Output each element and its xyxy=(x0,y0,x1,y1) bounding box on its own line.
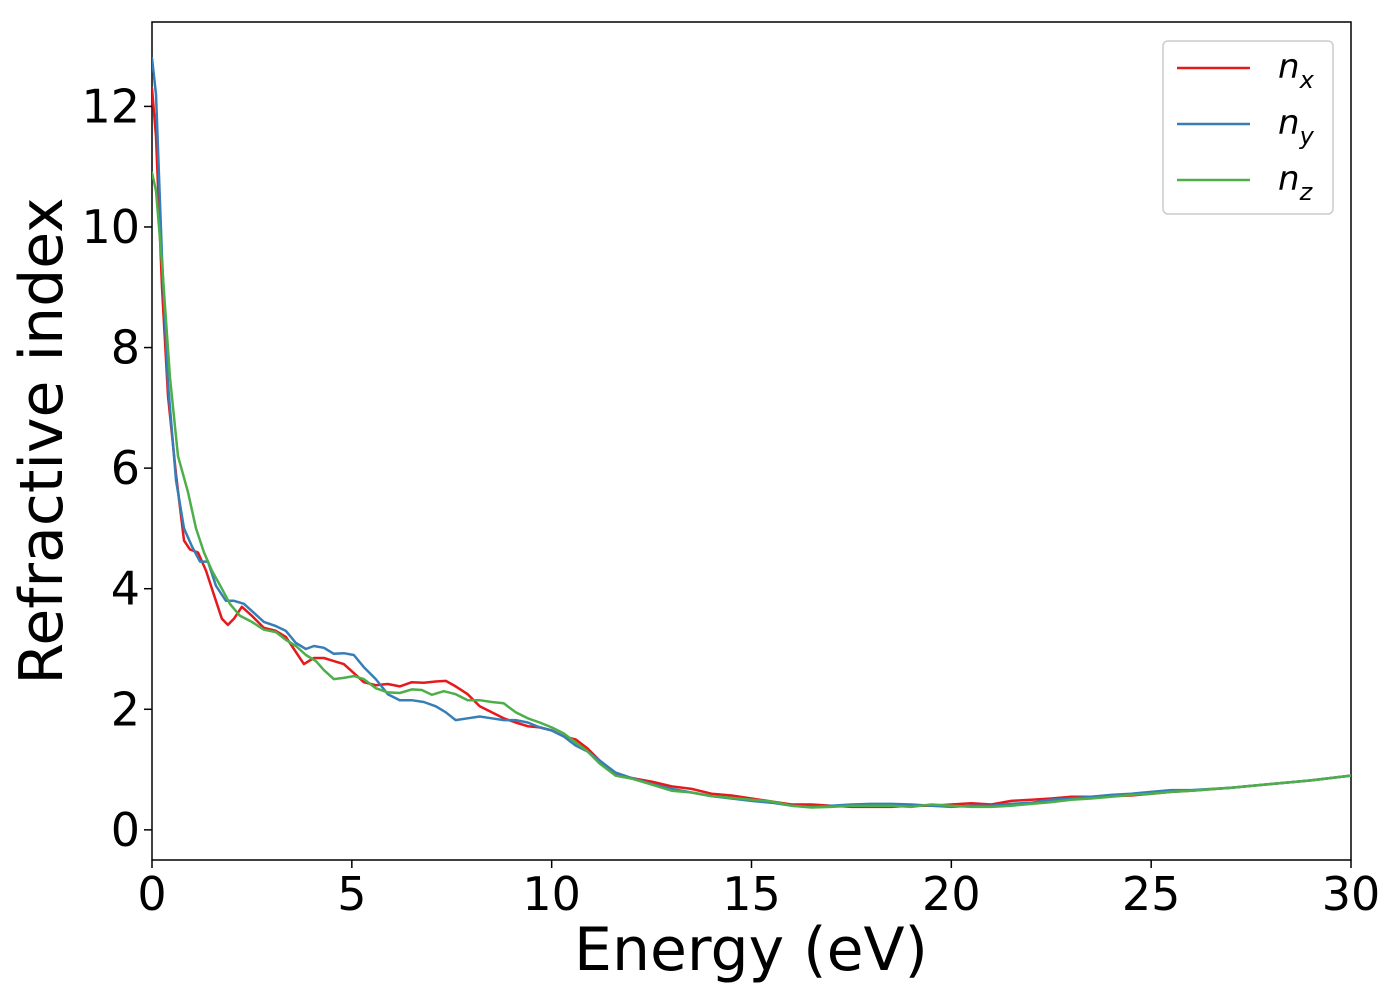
x-axis-ticks: 0 5 10 15 20 25 30 xyxy=(137,860,1380,921)
x-tick-label: 20 xyxy=(922,867,981,921)
legend-label-subscript: y xyxy=(1299,122,1315,150)
y-tick-label: 10 xyxy=(81,200,140,254)
y-tick-label: 2 xyxy=(111,682,140,736)
y-tick-label: 0 xyxy=(111,803,140,857)
legend-label-subscript: z xyxy=(1299,178,1314,206)
series-line-nz xyxy=(152,171,1351,809)
legend-label-subscript: x xyxy=(1299,66,1315,94)
series-line-ny xyxy=(152,56,1351,809)
legend-label-base: n xyxy=(1278,103,1300,143)
y-axis-title: Refractive index xyxy=(7,197,77,684)
x-tick-label: 30 xyxy=(1322,867,1381,921)
x-axis-title: Energy (eV) xyxy=(574,915,928,985)
legend-label: nx xyxy=(1278,47,1315,94)
series-group xyxy=(152,56,1351,809)
y-tick-label: 8 xyxy=(111,321,140,375)
x-tick-label: 10 xyxy=(522,867,581,921)
x-tick-label: 0 xyxy=(137,867,166,921)
plot-area xyxy=(151,21,1352,861)
y-axis-ticks: 0 2 4 6 8 10 12 xyxy=(81,79,152,857)
legend-label-base: n xyxy=(1278,159,1300,199)
y-tick-label: 12 xyxy=(81,79,140,133)
y-tick-label: 4 xyxy=(111,562,140,616)
series-line-nx xyxy=(152,87,1351,809)
x-tick-label: 25 xyxy=(1122,867,1181,921)
x-tick-label: 15 xyxy=(722,867,781,921)
x-tick-label: 5 xyxy=(337,867,366,921)
legend-label: ny xyxy=(1278,103,1315,150)
legend-label-base: n xyxy=(1278,47,1300,87)
y-tick-label: 6 xyxy=(111,441,140,495)
legend-frame xyxy=(1162,40,1334,215)
legend-label: nz xyxy=(1278,159,1314,206)
